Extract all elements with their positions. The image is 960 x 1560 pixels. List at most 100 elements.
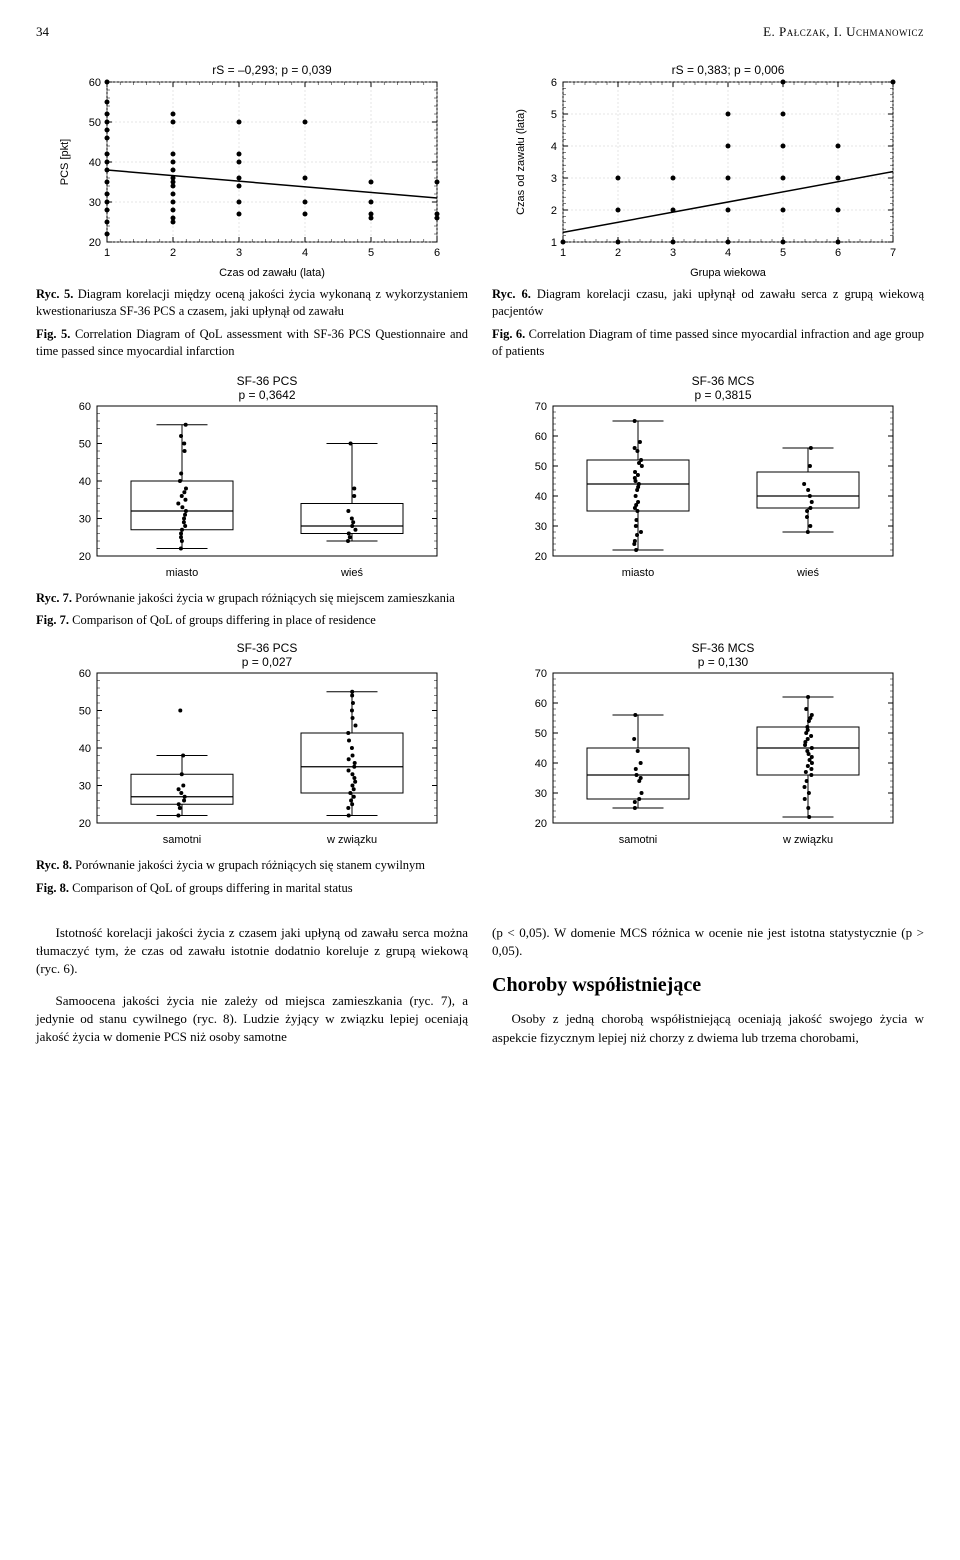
para-left-1: Istotność korelacji jakości życia z czas… (36, 924, 468, 979)
fig6-label-pl: Ryc. 6. (492, 287, 531, 301)
svg-text:30: 30 (535, 788, 547, 800)
fig8-caption-en: Fig. 8. Comparison of QoL of groups diff… (36, 880, 924, 897)
svg-text:1: 1 (560, 247, 566, 259)
chart-6: rS = 0,383; p = 0,0061234567123456Grupa … (492, 60, 924, 280)
fig6-label-en: Fig. 6. (492, 327, 525, 341)
svg-text:5: 5 (780, 247, 786, 259)
svg-text:7: 7 (890, 247, 896, 259)
page-number: 34 (36, 24, 49, 40)
svg-text:20: 20 (89, 237, 101, 249)
svg-text:w związku: w związku (782, 834, 833, 846)
svg-text:SF-36 PCS: SF-36 PCS (237, 641, 298, 655)
page-header: 34 E. Pałczak, I. Uchmanowicz (36, 24, 924, 40)
fig7-label-pl: Ryc. 7. (36, 591, 72, 605)
svg-text:50: 50 (535, 461, 547, 473)
svg-text:70: 70 (535, 668, 547, 680)
svg-text:1: 1 (551, 237, 557, 249)
svg-text:40: 40 (79, 743, 91, 755)
svg-text:20: 20 (79, 818, 91, 830)
fig5-label-pl: Ryc. 5. (36, 287, 73, 301)
svg-text:50: 50 (89, 117, 101, 129)
svg-text:4: 4 (302, 247, 308, 259)
svg-text:60: 60 (89, 77, 101, 89)
svg-text:60: 60 (535, 431, 547, 443)
svg-text:rS = –0,293; p = 0,039: rS = –0,293; p = 0,039 (212, 63, 332, 77)
svg-text:miasto: miasto (166, 567, 198, 579)
chart-7a: SF-36 PCSp = 0,36422030405060miastowieś (36, 372, 468, 582)
svg-text:p = 0,130: p = 0,130 (698, 655, 749, 669)
fig8-caption-pl: Ryc. 8. Porównanie jakości życia w grupa… (36, 857, 924, 874)
svg-text:50: 50 (535, 728, 547, 740)
svg-text:5: 5 (368, 247, 374, 259)
svg-text:60: 60 (535, 698, 547, 710)
section-heading: Choroby współistniejące (492, 974, 924, 997)
svg-text:30: 30 (79, 781, 91, 793)
svg-text:2: 2 (551, 205, 557, 217)
fig7-caption-en: Fig. 7. Comparison of QoL of groups diff… (36, 612, 924, 629)
svg-text:p = 0,3642: p = 0,3642 (238, 388, 295, 402)
svg-text:40: 40 (535, 758, 547, 770)
svg-text:samotni: samotni (619, 834, 658, 846)
svg-text:Czas od zawału (lata): Czas od zawału (lata) (219, 267, 325, 279)
svg-text:2: 2 (615, 247, 621, 259)
svg-text:30: 30 (79, 513, 91, 525)
svg-text:5: 5 (551, 109, 557, 121)
svg-text:SF-36 PCS: SF-36 PCS (237, 374, 298, 388)
svg-text:40: 40 (89, 157, 101, 169)
figure-row-8: SF-36 PCSp = 0,027 20 30 40 50 60 samotni w zwi… (36, 639, 924, 849)
svg-text:60: 60 (79, 401, 91, 413)
svg-text:30: 30 (89, 197, 101, 209)
svg-text:40: 40 (535, 491, 547, 503)
svg-text:3: 3 (670, 247, 676, 259)
figure-row-5-6: rS = –0,293; p = 0,039 1 2 3 4 5 6 20 30 40 50 60 Cz… (36, 60, 924, 364)
fig5-label-en: Fig. 5. (36, 327, 70, 341)
author-names: E. Pałczak, I. Uchmanowicz (763, 24, 924, 40)
fig7-label-en: Fig. 7. (36, 613, 69, 627)
svg-text:1: 1 (104, 247, 110, 259)
svg-text:p = 0,027: p = 0,027 (242, 655, 293, 669)
svg-text:rS = 0,383; p = 0,006: rS = 0,383; p = 0,006 (672, 63, 785, 77)
chart-8b: SF-36 MCSp = 0,130 20 30 40 50 60 70 samotni w z… (492, 639, 924, 849)
svg-text:50: 50 (79, 706, 91, 718)
svg-text:3: 3 (236, 247, 242, 259)
chart-7b: SF-36 MCSp = 0,3815 20 30 40 50 60 70 miasto wie… (492, 372, 924, 582)
chart-5: rS = –0,293; p = 0,039 1 2 3 4 5 6 20 30 40 50 60 Cz… (36, 60, 468, 280)
svg-text:Czas od zawału (lata): Czas od zawału (lata) (515, 109, 527, 215)
svg-text:SF-36 MCS: SF-36 MCS (692, 641, 755, 655)
svg-text:60: 60 (79, 668, 91, 680)
svg-text:30: 30 (535, 521, 547, 533)
svg-text:wieś: wieś (796, 567, 820, 579)
svg-text:20: 20 (535, 818, 547, 830)
fig6-caption-pl: Ryc. 6. Diagram korelacji czasu, jaki up… (492, 286, 924, 320)
svg-text:samotni: samotni (163, 834, 202, 846)
svg-text:6: 6 (835, 247, 841, 259)
svg-text:wieś: wieś (340, 567, 364, 579)
svg-text:Grupa wiekowa: Grupa wiekowa (690, 267, 767, 279)
chart-8a: SF-36 PCSp = 0,027 20 30 40 50 60 samotni w zwi… (36, 639, 468, 849)
svg-text:4: 4 (551, 141, 557, 153)
fig8-label-en: Fig. 8. (36, 881, 69, 895)
para-right-2: Osoby z jedną chorobą współistniejącą oc… (492, 1010, 924, 1046)
svg-text:40: 40 (79, 476, 91, 488)
para-left-2: Samoocena jakości życia nie zależy od mi… (36, 992, 468, 1047)
svg-text:6: 6 (434, 247, 440, 259)
svg-text:20: 20 (535, 551, 547, 563)
figure-row-7: SF-36 PCSp = 0,36422030405060miastowieś … (36, 372, 924, 582)
svg-text:miasto: miasto (622, 567, 654, 579)
body-text-row: Istotność korelacji jakości życia z czas… (36, 911, 924, 1060)
svg-text:PCS [pkt]: PCS [pkt] (59, 139, 71, 185)
svg-text:p = 0,3815: p = 0,3815 (694, 388, 751, 402)
fig5-caption-pl: Ryc. 5. Ryc. 5. Diagram korelacji między… (36, 286, 468, 320)
svg-text:4: 4 (725, 247, 731, 259)
fig7-caption-pl: Ryc. 7. Porównanie jakości życia w grupa… (36, 590, 924, 607)
svg-text:SF-36 MCS: SF-36 MCS (692, 374, 755, 388)
fig5-caption-en: Fig. 5. Correlation Diagram of QoL asses… (36, 326, 468, 360)
svg-text:w związku: w związku (326, 834, 377, 846)
para-right-1: (p < 0,05). W domenie MCS różnica w ocen… (492, 924, 924, 960)
svg-text:6: 6 (551, 77, 557, 89)
svg-text:70: 70 (535, 401, 547, 413)
svg-text:50: 50 (79, 438, 91, 450)
svg-text:2: 2 (170, 247, 176, 259)
fig6-caption-en: Fig. 6. Correlation Diagram of time pass… (492, 326, 924, 360)
fig8-label-pl: Ryc. 8. (36, 858, 72, 872)
